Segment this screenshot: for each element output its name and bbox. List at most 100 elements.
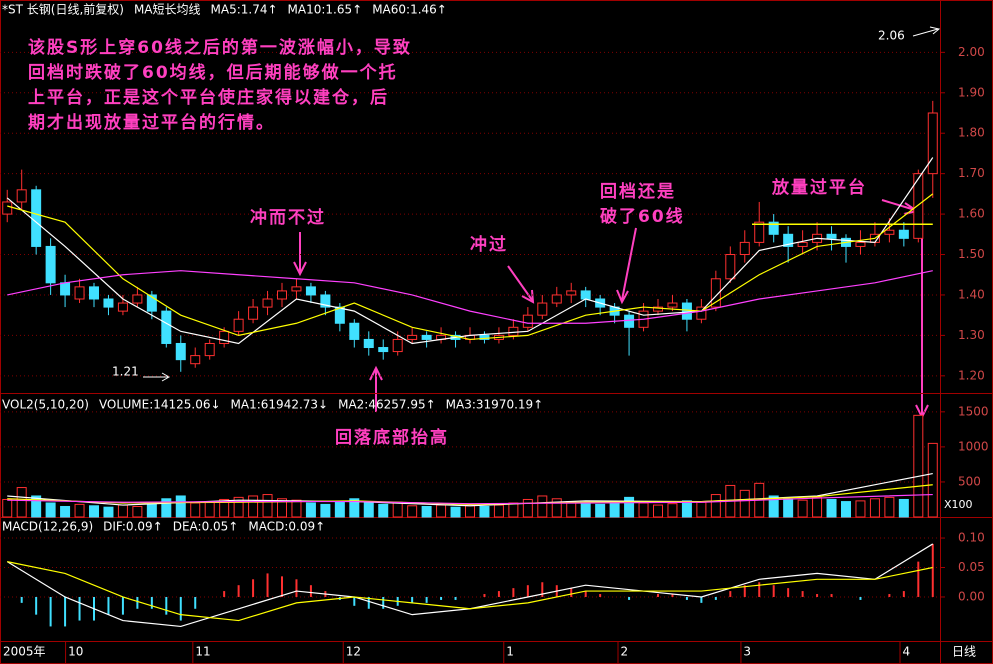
candle-body: [161, 310, 172, 344]
y-tick-label: 1000: [958, 439, 989, 453]
arrow-head: [293, 261, 307, 277]
note-line: 回档时跌破了60均线，但后期能够做一个托: [28, 62, 398, 83]
volume-bar: [869, 498, 880, 518]
y-tick-label: 2.00: [958, 45, 985, 59]
volume-bar: [841, 501, 851, 518]
volume-bar: [580, 502, 591, 518]
volume-bar: [219, 498, 230, 518]
candle-body: [60, 282, 71, 296]
y-tick-label: 1.50: [958, 247, 985, 261]
candle-body: [146, 294, 157, 312]
candle-body: [305, 286, 316, 296]
candle-body: [277, 290, 287, 300]
candle-body: [653, 306, 663, 312]
price-label: 2.06: [878, 29, 905, 43]
x-tick-label: 11: [195, 645, 210, 659]
legend-item: MA10:1.65↑: [288, 3, 363, 17]
note-line: 该股S形上穿60线之后的第一波涨幅小，导致: [28, 37, 412, 58]
x-tick-label: 12: [346, 645, 361, 659]
arrow: [621, 227, 637, 301]
volume-bar: [653, 504, 663, 518]
line: [7, 561, 933, 622]
volume-bar: [595, 503, 606, 518]
legend-item: MACD(12,26,9): [2, 520, 93, 534]
candle-body: [898, 229, 909, 239]
volume-bar: [204, 501, 215, 518]
annotation: 放量过平台: [771, 177, 867, 198]
candle-body: [479, 334, 490, 340]
candle-body: [566, 290, 577, 296]
volume-bar: [16, 487, 27, 518]
volume-bar: [537, 495, 548, 518]
candle-body: [233, 318, 244, 332]
line: [7, 193, 934, 341]
legend-item: DIF:0.09↑: [103, 520, 163, 534]
arrow: [912, 28, 939, 37]
line: [6, 157, 934, 345]
candle-body: [31, 189, 42, 247]
candle-body: [696, 306, 707, 320]
candle-body: [624, 314, 635, 328]
line: [7, 270, 933, 324]
candle-body: [378, 347, 389, 353]
candle-body: [580, 290, 591, 300]
volume-bar: [812, 496, 823, 518]
volume-bar: [739, 489, 750, 518]
arrow-head: [929, 26, 941, 35]
y-tick-label: 1500: [958, 404, 989, 418]
volume-bar: [103, 506, 114, 518]
legend-item: VOLUME:14125.06↓: [99, 398, 221, 412]
arrow-head: [521, 289, 535, 304]
legend-item: DEA:0.05↑: [173, 520, 239, 534]
candle-body: [739, 241, 750, 256]
x-tick-label: 4: [903, 645, 911, 659]
y-tick-label: 1.90: [958, 85, 985, 99]
candle-body: [117, 302, 128, 312]
volume-bar: [927, 442, 938, 518]
volume-bar: [378, 503, 389, 518]
volume-bar: [132, 505, 143, 518]
unit-label: X100: [944, 498, 973, 511]
volume-bar: [421, 505, 432, 518]
volume-bar: [233, 496, 244, 518]
candle-body: [132, 294, 143, 304]
period-button: 日线: [952, 645, 976, 659]
volume-bar: [797, 499, 808, 518]
y-tick-label: 0.05: [958, 560, 985, 574]
candle-body: [219, 330, 230, 344]
price-label: 1.21: [112, 364, 139, 378]
volume-bar: [465, 505, 475, 518]
volume-bar: [89, 505, 99, 518]
volume-bar: [407, 505, 418, 518]
legend-item: MA3:31970.19↑: [446, 398, 544, 412]
volume-bar: [262, 494, 273, 518]
candle-body: [551, 294, 562, 304]
candle-body: [508, 326, 519, 336]
candle-body: [190, 355, 201, 365]
candle-body: [175, 342, 186, 361]
candle-body: [667, 302, 678, 308]
candle-body: [103, 298, 114, 308]
volume-bar: [320, 503, 331, 518]
volume-bar: [146, 503, 157, 518]
candle-body: [681, 302, 692, 320]
volume-bar: [392, 501, 403, 518]
candle-body: [725, 254, 736, 280]
y-tick-label: 1.40: [958, 287, 985, 301]
annotation: 冲过: [470, 234, 508, 255]
candle-body: [392, 338, 403, 353]
legend-item: MA短长均线: [134, 3, 201, 17]
volume-bar: [884, 496, 895, 518]
volume-bar: [638, 502, 649, 518]
legend-item: MA2:46257.95↑: [338, 398, 436, 412]
y-tick-label: 1.30: [958, 328, 985, 342]
y-tick-label: 1.70: [958, 166, 985, 180]
volume-bar: [305, 502, 316, 518]
candle-body: [421, 334, 432, 340]
x-tick-label: 2005年: [3, 645, 46, 659]
volume-bar: [334, 501, 345, 518]
volume-bar: [349, 498, 360, 518]
line: [7, 484, 933, 505]
candle-body: [334, 306, 345, 324]
volume-bar: [363, 502, 374, 518]
